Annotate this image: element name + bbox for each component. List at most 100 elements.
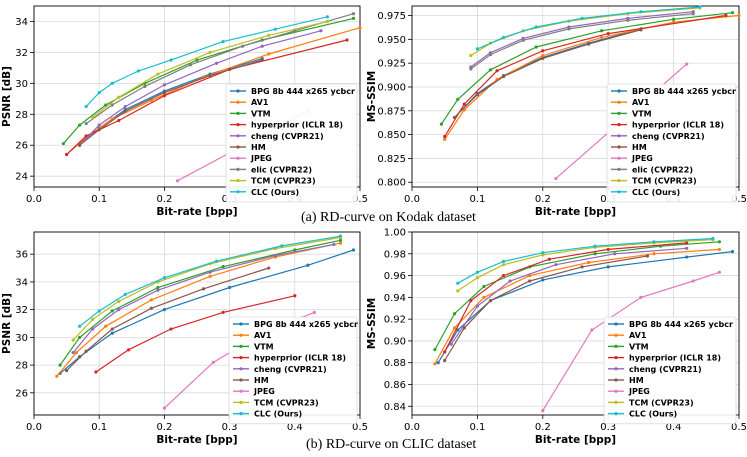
data-point: [730, 11, 735, 15]
y-axis-label: MS-SSIM: [366, 298, 378, 349]
x-tick-label: 0.0: [26, 422, 42, 433]
x-axis-label: Bit-rate [bpp]: [535, 206, 616, 218]
y-tick-label: 0.88: [384, 358, 406, 369]
data-point: [586, 42, 591, 46]
data-point: [338, 234, 343, 238]
data-point: [123, 292, 127, 296]
data-point: [71, 338, 75, 342]
legend-entry: AV1: [254, 331, 272, 340]
data-point: [443, 137, 447, 141]
data-point: [65, 369, 69, 373]
legend-marker: [239, 412, 243, 416]
data-point: [593, 244, 597, 248]
data-point: [652, 240, 656, 244]
data-point: [717, 270, 721, 274]
data-point: [91, 327, 95, 331]
data-point: [521, 38, 525, 42]
data-point: [78, 123, 82, 127]
data-point: [260, 44, 264, 48]
data-point: [188, 63, 193, 67]
legend-marker: [617, 123, 621, 127]
legend-entry: CLC (Ours): [254, 410, 302, 419]
data-point: [541, 409, 545, 413]
y-tick-label: 30: [15, 333, 28, 344]
data-point: [452, 115, 457, 120]
legend-marker: [614, 378, 618, 382]
data-point: [698, 5, 702, 9]
data-point: [593, 252, 597, 256]
y-tick-label: 32: [15, 305, 28, 316]
x-axis-label: Bit-rate [bpp]: [156, 434, 237, 446]
data-point: [221, 39, 225, 44]
y-tick-label: 34: [15, 277, 28, 288]
data-point: [208, 274, 212, 278]
data-point: [443, 358, 447, 363]
data-point: [78, 335, 82, 339]
data-point: [717, 240, 721, 244]
legend-marker: [614, 344, 618, 348]
data-point: [433, 348, 437, 352]
data-point: [162, 308, 166, 312]
data-point: [84, 121, 88, 126]
data-point: [528, 279, 532, 283]
data-point: [97, 91, 101, 95]
legend-marker: [239, 322, 243, 326]
data-point: [273, 253, 277, 258]
data-point: [691, 12, 695, 16]
data-point: [469, 67, 473, 71]
data-point: [110, 327, 114, 331]
data-point: [685, 241, 689, 245]
legend-entry: JPEG: [628, 387, 650, 396]
y-tick-label: 26: [15, 141, 28, 152]
data-point: [104, 324, 108, 328]
legend-marker: [614, 367, 618, 371]
y-tick-label: 0.925: [377, 59, 406, 70]
data-point: [495, 69, 499, 73]
x-tick-label: 0.1: [91, 194, 107, 205]
data-point: [475, 304, 479, 308]
data-point: [91, 317, 95, 321]
data-point: [195, 58, 199, 62]
y-tick-label: 24: [15, 172, 28, 183]
legend-box: [606, 83, 737, 203]
data-point: [606, 247, 610, 252]
data-point: [293, 294, 297, 298]
legend-marker: [236, 134, 240, 138]
data-point: [149, 298, 153, 302]
data-point: [208, 74, 212, 78]
legend-marker: [614, 412, 618, 416]
data-point: [162, 94, 166, 98]
data-point: [156, 288, 160, 292]
data-point: [312, 310, 316, 315]
legend-entry: HM: [251, 143, 266, 152]
data-point: [293, 248, 297, 252]
data-point: [61, 142, 65, 146]
data-point: [169, 327, 173, 331]
series-line: [444, 255, 648, 361]
data-point: [580, 265, 584, 269]
data-point: [586, 260, 591, 265]
data-point: [175, 179, 180, 183]
data-point: [456, 97, 460, 101]
legend-entry: CLC (Ours): [632, 188, 680, 197]
legend-marker: [614, 400, 618, 404]
legend-marker: [239, 333, 243, 337]
x-tick-label: 0.1: [469, 194, 485, 205]
chart-clic-msssim: 0.0 0.1 0.2 0.3 0.4 0.5 0.84 0.86 0.88 0.90 0.92 0.…: [366, 228, 747, 447]
data-point: [600, 35, 604, 40]
data-point: [501, 273, 506, 278]
legend-marker: [617, 167, 621, 171]
series-line: [470, 13, 694, 70]
data-point: [547, 257, 551, 261]
y-tick-label: 1.00: [384, 228, 406, 239]
legend-entry: TCM (CVPR23): [254, 398, 319, 407]
x-tick-label: 0.5: [352, 194, 368, 205]
data-point: [433, 362, 437, 366]
data-point: [162, 406, 166, 410]
data-point: [685, 255, 689, 259]
legend-entry: hyperprior (ICLR 18): [254, 354, 346, 363]
data-point: [351, 248, 356, 252]
series-line: [444, 14, 726, 137]
y-tick-label: 0.98: [384, 249, 406, 260]
y-tick-label: 36: [15, 250, 28, 261]
